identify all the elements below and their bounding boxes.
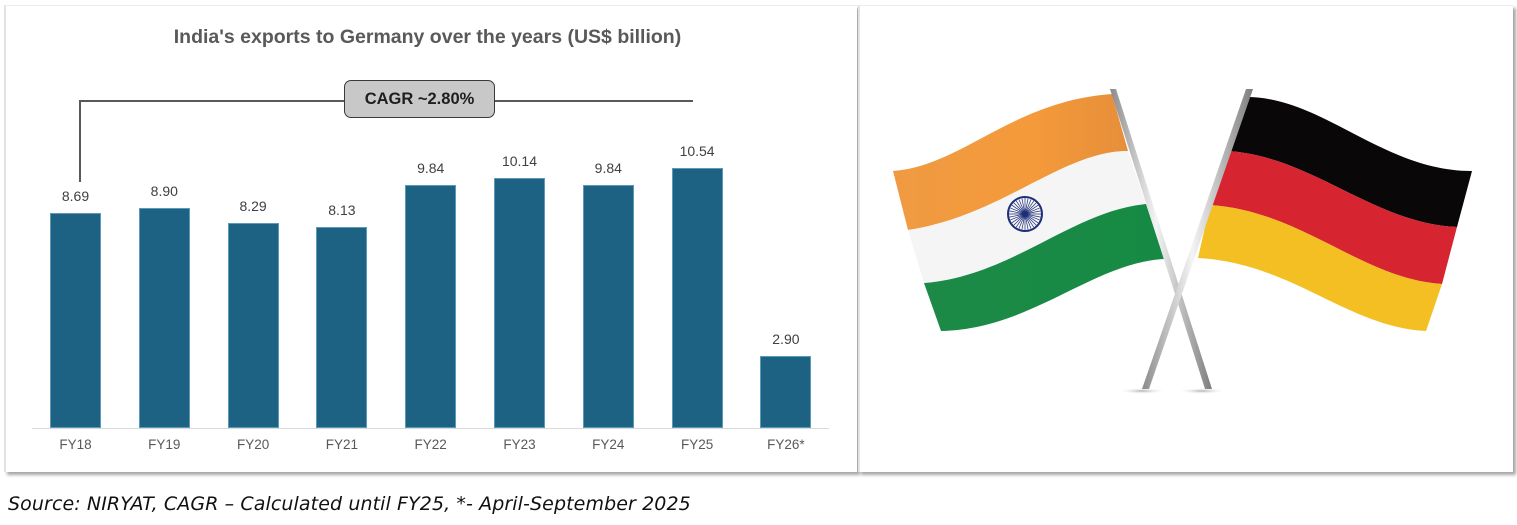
bar-fy23: [494, 177, 545, 428]
bar-fy21: [316, 227, 368, 428]
flag-poles: [1110, 89, 1253, 389]
bar-value-label: 8.69: [61, 188, 90, 205]
bar-fy19: [138, 208, 190, 428]
bar-fy18: [50, 213, 101, 428]
x-axis-line: [32, 428, 829, 429]
x-axis-tick-label: FY26*: [767, 437, 805, 452]
x-axis-tick-label: FY20: [236, 437, 270, 452]
x-axis-tick-label: FY18: [59, 437, 92, 452]
x-axis-tick-label: FY19: [148, 437, 181, 452]
bar-fy26-partial: [760, 356, 812, 428]
bar-value-label: 10.14: [501, 152, 538, 169]
cagr-bracket-stem: [79, 100, 81, 182]
x-axis-tick-label: FY22: [414, 437, 447, 452]
x-axis-tick-label: FY23: [503, 437, 536, 452]
cagr-annotation: CAGR ~2.80%: [344, 80, 495, 118]
ashoka-chakra-icon: [1007, 196, 1043, 232]
flags-image-panel: [858, 5, 1513, 472]
chart-title: India's exports to Germany over the year…: [173, 26, 682, 48]
bar-value-label: 8.29: [239, 198, 267, 215]
source-note: Source: NIRYAT, CAGR – Calculated until …: [8, 493, 691, 515]
india-flag: [893, 94, 1164, 331]
bar-value-label: 10.54: [679, 142, 715, 159]
bar-value-label: 9.84: [417, 159, 445, 176]
x-axis-tick-label: FY25: [680, 437, 714, 452]
germany-flag: [1198, 96, 1472, 331]
india-germany-flags-icon: [893, 89, 1472, 394]
bar-fy25: [671, 167, 723, 428]
bar-value-label: 8.13: [328, 202, 356, 219]
bar-fy24: [582, 184, 634, 428]
bar-value-label: 9.84: [594, 159, 622, 176]
bar-value-label: 8.90: [150, 183, 178, 200]
bar-fy20: [227, 223, 279, 428]
bar-value-label: 2.90: [772, 331, 800, 348]
x-axis-tick-label: FY24: [592, 437, 625, 452]
bar-fy22: [405, 184, 457, 428]
x-axis-tick-label: FY21: [325, 437, 359, 452]
